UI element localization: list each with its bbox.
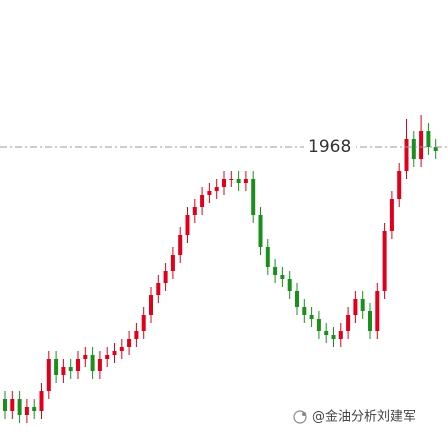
candle-body	[10, 399, 15, 411]
candle-body	[185, 215, 190, 235]
candle-body	[24, 407, 29, 415]
candle-body	[243, 179, 248, 183]
candle-body	[360, 299, 365, 311]
candle-body	[324, 331, 329, 335]
candle-body	[419, 131, 424, 159]
candle-body	[163, 271, 168, 283]
candle-body	[156, 283, 161, 295]
candle-body	[149, 295, 153, 315]
candle-body	[83, 355, 88, 359]
candle-body	[404, 139, 409, 171]
candle-body	[375, 291, 380, 331]
candle-body	[192, 207, 197, 215]
candle-body	[251, 179, 256, 215]
candle-body	[54, 359, 59, 375]
candle-body	[207, 191, 212, 195]
candle-body	[229, 179, 234, 180]
candle-body	[112, 351, 117, 355]
candle-body	[389, 199, 394, 231]
candle-body	[76, 359, 80, 371]
candle-body	[200, 195, 205, 207]
candle-body	[3, 399, 7, 411]
candle-body	[134, 331, 139, 339]
candle-body	[236, 179, 241, 183]
candle-body	[178, 235, 183, 255]
candle-body	[141, 315, 146, 331]
candle-body	[273, 267, 278, 275]
candle-body	[346, 315, 351, 331]
candle-body	[119, 347, 124, 351]
candle-body	[353, 299, 358, 315]
candle-body	[17, 399, 22, 415]
watermark-icon	[293, 410, 307, 424]
candle-body	[127, 339, 132, 347]
candle-body	[382, 231, 387, 291]
level-label-bg	[304, 137, 356, 157]
candle-body	[397, 171, 402, 199]
candle-body	[97, 359, 102, 371]
candle-body	[265, 247, 270, 267]
candle-body	[302, 307, 307, 315]
candle-body	[426, 131, 431, 147]
candle-body	[295, 291, 299, 307]
candle-body	[309, 315, 314, 319]
candle-body	[280, 275, 285, 279]
candle-body	[32, 407, 37, 411]
candles	[3, 115, 438, 423]
candle-body	[433, 147, 438, 151]
candle-body	[338, 331, 343, 339]
level-label: 1968	[308, 137, 351, 157]
candle-body	[316, 319, 321, 331]
candle-body	[214, 187, 219, 191]
candle-body	[68, 367, 73, 371]
candle-body	[331, 335, 336, 339]
candle-body	[61, 367, 66, 375]
candle-body	[258, 215, 263, 247]
candle-body	[411, 139, 416, 159]
candle-body	[90, 355, 95, 371]
candle-body	[287, 279, 292, 291]
candle-body	[46, 359, 51, 391]
candle-body	[105, 355, 110, 359]
candle-body	[170, 255, 175, 271]
candle-body	[39, 391, 44, 411]
candle-body	[222, 179, 226, 187]
candle-body	[368, 311, 372, 331]
watermark: @金油分析刘建军	[312, 409, 416, 425]
